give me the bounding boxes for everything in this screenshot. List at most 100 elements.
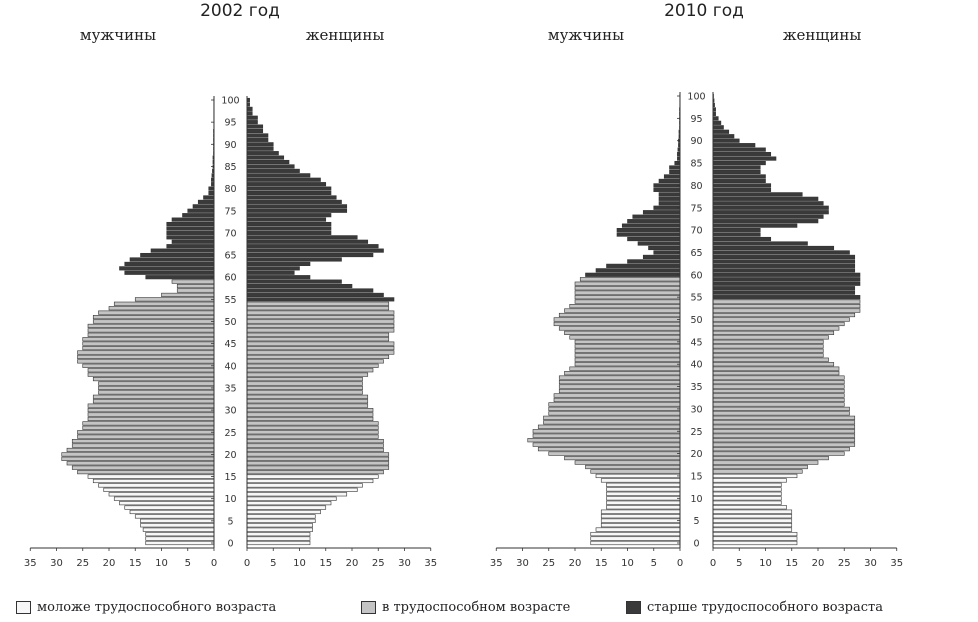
female-bar xyxy=(246,190,332,196)
female-x-tick-label: 30 xyxy=(398,558,411,569)
male-bar xyxy=(616,228,681,233)
male-bar xyxy=(606,491,681,496)
female-bar xyxy=(246,177,321,182)
female-bar xyxy=(712,371,840,376)
female-bar xyxy=(712,268,856,273)
male-bar xyxy=(532,433,681,438)
female-bar xyxy=(246,173,311,178)
male-bar xyxy=(113,301,215,306)
age-tick-label: 10 xyxy=(690,494,702,505)
female-bar xyxy=(712,397,845,403)
male-bar xyxy=(574,339,681,344)
male-bar xyxy=(574,362,681,367)
female-bar xyxy=(712,473,798,479)
male-bar xyxy=(585,272,681,277)
female-bar xyxy=(246,346,395,351)
male-bar xyxy=(166,226,215,231)
female-bar xyxy=(246,465,390,470)
female-bar xyxy=(712,138,740,143)
male-bar xyxy=(658,201,681,206)
male-bar xyxy=(82,337,215,342)
male-bar xyxy=(532,429,681,434)
female-bar xyxy=(246,328,395,333)
female-bar xyxy=(712,281,861,286)
female-bar xyxy=(712,335,829,340)
female-bar xyxy=(246,421,379,426)
female-bar xyxy=(712,460,819,465)
female-bar xyxy=(246,186,332,191)
female-bar xyxy=(246,337,390,342)
female-bar xyxy=(246,478,374,484)
male-bar xyxy=(92,315,215,320)
male-bar xyxy=(145,532,215,537)
male-bar xyxy=(142,527,215,532)
female-bar xyxy=(246,390,363,395)
female-bar xyxy=(712,540,798,546)
female-bar xyxy=(246,128,264,134)
female-bar xyxy=(246,377,363,382)
female-bar xyxy=(712,536,798,541)
female-x-tick-label: 35 xyxy=(890,558,903,569)
female-bar xyxy=(712,527,793,532)
age-tick-label: 0 xyxy=(693,539,699,550)
female-bar xyxy=(246,168,300,173)
age-tick-label: 40 xyxy=(690,360,702,371)
male-bar xyxy=(108,306,215,311)
female-bar xyxy=(246,399,369,404)
female-bar xyxy=(712,514,793,519)
female-bar xyxy=(712,411,850,416)
female-bar xyxy=(712,326,840,331)
female-bar xyxy=(712,366,840,371)
female-bar xyxy=(712,250,850,255)
male-bar xyxy=(176,288,215,293)
female-bar xyxy=(712,134,735,139)
female-bar xyxy=(712,523,793,528)
female-bar xyxy=(246,283,353,289)
female-bar xyxy=(246,213,332,218)
female-bar xyxy=(246,487,358,492)
female-bar xyxy=(246,518,316,523)
male-bar xyxy=(558,326,681,331)
female-bar xyxy=(712,290,856,295)
female-bar xyxy=(246,204,348,209)
male-x-tick-label: 30 xyxy=(50,558,63,569)
female-bar xyxy=(712,116,719,121)
male-bar xyxy=(145,275,215,280)
female-bar xyxy=(712,420,856,425)
male-x-tick-label: 20 xyxy=(569,558,582,569)
female-x-tick-label: 15 xyxy=(785,558,798,569)
male-bar xyxy=(119,501,215,506)
pyramid-2002: 2002 год мужчины женщины 0 5 10 15 20 25 30 35 40 45… xyxy=(24,1,437,569)
male-bar xyxy=(564,371,681,376)
male-bar xyxy=(187,208,215,213)
male-bar xyxy=(548,402,681,407)
male-bar xyxy=(669,169,681,175)
male-x-tick-label: 35 xyxy=(24,558,37,569)
female-bar xyxy=(712,295,861,300)
male-bar xyxy=(166,230,215,235)
male-bar xyxy=(579,277,681,282)
female-bar xyxy=(712,357,829,362)
male-bar xyxy=(92,478,215,484)
legend-label-post-working: старше трудоспособного возраста xyxy=(647,600,883,615)
female-bar xyxy=(246,456,390,461)
male-bar xyxy=(92,319,215,324)
male-bar xyxy=(124,505,215,510)
male-bar xyxy=(606,263,681,268)
female-bar xyxy=(246,501,332,506)
male-bar xyxy=(129,257,215,262)
female-bar xyxy=(246,124,264,129)
male-bar xyxy=(606,487,681,492)
female-bar xyxy=(246,416,374,422)
age-tick-label: 65 xyxy=(690,248,702,259)
female-bar xyxy=(246,301,390,306)
male-bar xyxy=(87,403,215,408)
female-x-tick-label: 20 xyxy=(812,558,825,569)
female-bar xyxy=(712,375,845,380)
age-tick-label: 35 xyxy=(690,382,702,393)
male-bar xyxy=(71,443,215,448)
male-bar xyxy=(600,478,681,483)
male-bar xyxy=(653,250,681,255)
female-bar xyxy=(712,120,722,125)
female-bar xyxy=(246,381,363,386)
